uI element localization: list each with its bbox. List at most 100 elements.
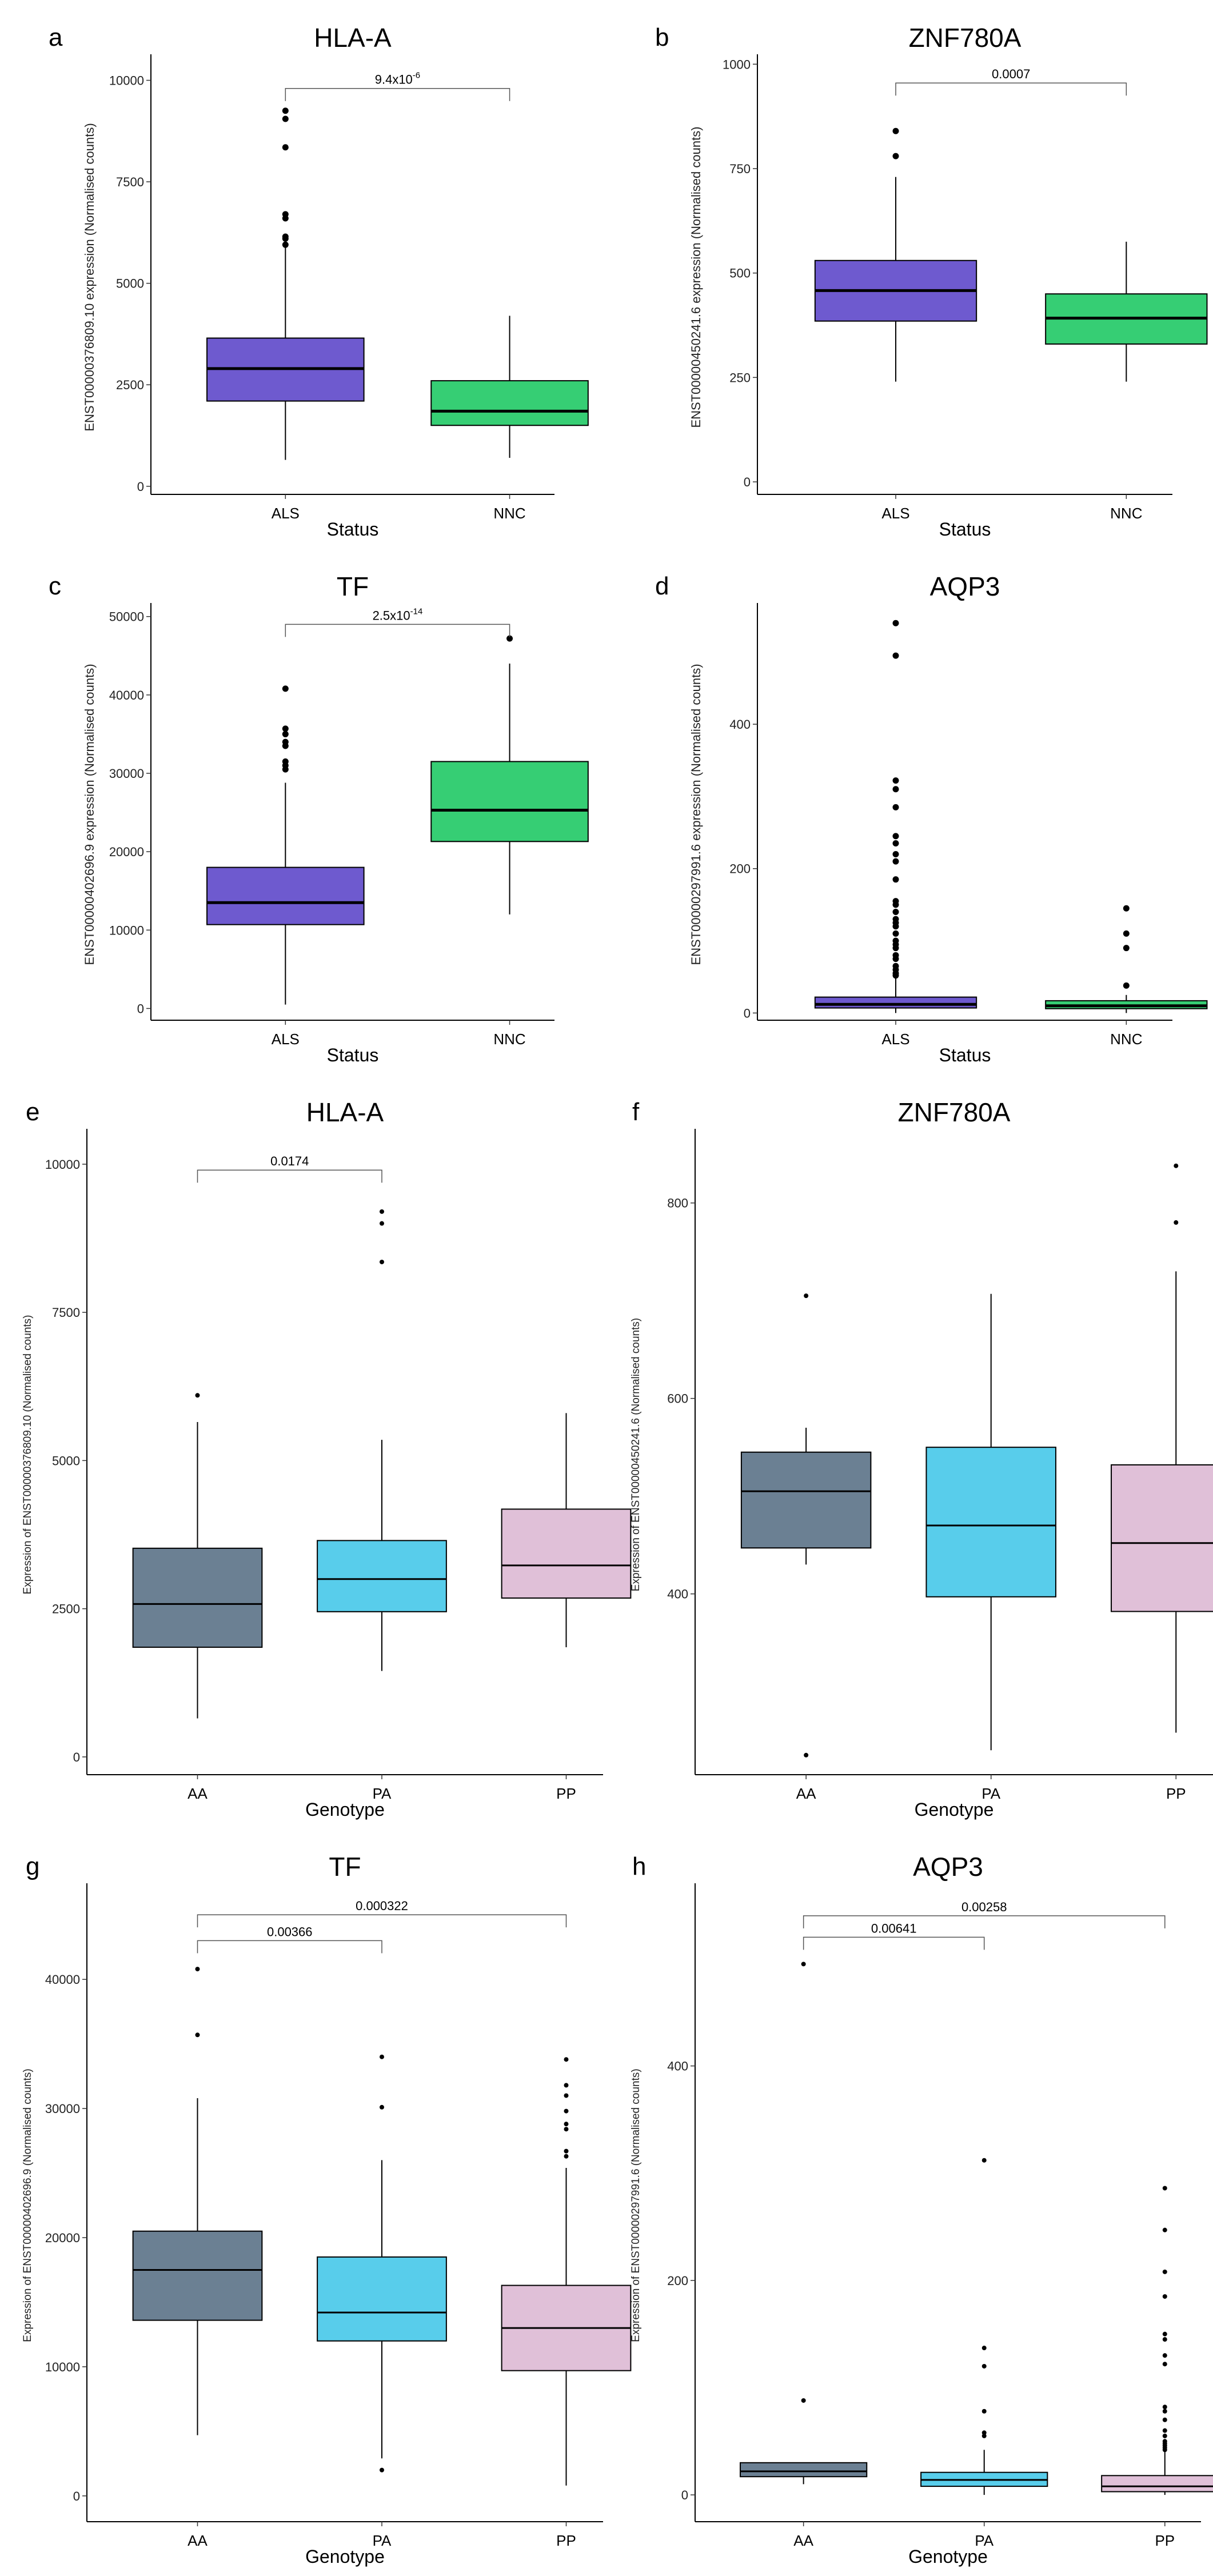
outlier-point [380,1221,384,1226]
significance-bracket [197,1940,382,1954]
outlier-point [282,730,289,737]
outlier-point [981,2363,987,2369]
outlier-point [892,952,899,958]
iqr-box [132,2230,263,2321]
y-axis-label: ENST00000402696.9 expression (Normalised… [82,664,97,965]
box-AA [740,1962,868,2485]
y-tick-label: 40000 [109,688,144,702]
x-axis-label: Genotype [305,2546,385,2567]
outlier-point [1162,2294,1167,2299]
y-tick-label: 10000 [109,923,144,937]
y-tick-label: 750 [729,162,751,176]
x-axis-label: Status [939,1045,991,1065]
outlier-point [195,1393,200,1398]
x-tick-label: NNC [1110,505,1142,522]
outlier-point [981,2430,987,2435]
y-tick-label: 10000 [45,1157,80,1172]
outlier-point [282,107,289,114]
panel-letter: h [632,1852,646,1880]
boxplot-panel-e: e HLA-A 0 2500 5000 7500 10000 Expression of EN… [22,1097,632,1820]
significance-bracket [197,1914,567,1928]
outlier-point [801,2398,806,2403]
y-tick-label: 5000 [116,277,144,291]
outlier-point [564,2148,569,2154]
outlier-point [282,144,289,151]
x-tick-label: PA [975,2532,993,2549]
y-tick-label: 50000 [109,610,144,624]
outlier-point [380,2054,384,2059]
outlier-point [1162,2417,1167,2422]
y-tick-label: 600 [667,1392,688,1406]
y-tick-label: 2500 [52,1602,80,1616]
y-tick-label: 7500 [116,175,144,189]
outlier-point [1123,982,1130,989]
outlier-point [892,777,899,784]
outlier-point [282,211,289,218]
chart-title: ZNF780A [909,23,1022,53]
y-tick-label: 20000 [109,845,144,859]
x-axis-label: Status [327,1045,379,1065]
significance-bracket [197,1169,382,1183]
box-PA [925,1293,1056,1751]
outlier-point [282,685,289,692]
box-PA [317,2054,447,2473]
outlier-point [380,1259,384,1264]
outlier-point [892,127,899,134]
significance-bracket [895,82,1127,96]
outlier-point [892,962,899,969]
outlier-point [1174,1163,1179,1168]
outlier-point [1162,2186,1167,2191]
y-tick-label: 10000 [109,74,144,88]
chart-title: AQP3 [913,1852,983,1882]
x-tick-label: AA [187,1785,208,1802]
significance-bracket [285,87,510,101]
iqr-box [430,380,589,426]
y-tick-label: 0 [73,2489,80,2503]
outlier-point [981,2409,987,2414]
iqr-box [317,1540,447,1612]
outlier-point [981,2158,987,2163]
y-tick-label: 400 [729,717,751,732]
outlier-point [892,786,899,793]
x-tick-label: AA [796,1785,816,1802]
panel-letter: e [26,1098,39,1126]
outlier-point [981,2346,987,2351]
outlier-point [1162,2405,1167,2410]
outlier-point [564,2093,569,2098]
outlier-point [564,2057,569,2062]
outlier-point [892,937,899,944]
outlier-point [1162,2227,1167,2232]
y-tick-label: 0 [137,480,144,494]
outlier-point [801,1962,806,1967]
outlier-point [892,909,899,916]
iqr-box [1101,2475,1213,2493]
panel-letter: b [655,23,669,51]
x-tick-label: PA [981,1785,1000,1802]
box-NNC [1045,905,1208,1013]
panel-letter: g [26,1852,39,1880]
y-tick-label: 400 [667,1587,688,1601]
iqr-box [925,1447,1056,1597]
outlier-point [892,840,899,847]
p-value-label: 9.4x10-6 [375,71,420,87]
outlier-point [380,2467,384,2473]
y-axis-label: Expression of ENST00000376809.10 (Normal… [22,1315,34,1595]
boxplot-panel-f: f ZNF780A 400 600 800 Expression of ENST00000… [630,1097,1213,1820]
y-tick-label: 10000 [45,2360,80,2374]
x-tick-label: ALS [272,505,300,522]
y-tick-label: 0 [137,1001,144,1016]
outlier-point [282,241,289,248]
y-axis-label: ENST00000450241.6 expression (Normalised… [689,126,703,428]
y-tick-label: 30000 [45,2102,80,2116]
chart-title: HLA-A [314,23,392,53]
boxplot-panel-b: b ZNF780A 0 250 500 750 1000 ENST00000450241.6 … [655,23,1208,540]
outlier-point [1162,2428,1167,2433]
outlier-point [892,652,899,659]
outlier-point [1162,2353,1167,2358]
outlier-point [1162,2331,1167,2337]
x-tick-label: PP [556,2532,576,2549]
iqr-box [430,761,589,842]
x-tick-label: PP [1155,2532,1175,2549]
x-axis-label: Genotype [915,1799,994,1820]
outlier-point [892,620,899,626]
